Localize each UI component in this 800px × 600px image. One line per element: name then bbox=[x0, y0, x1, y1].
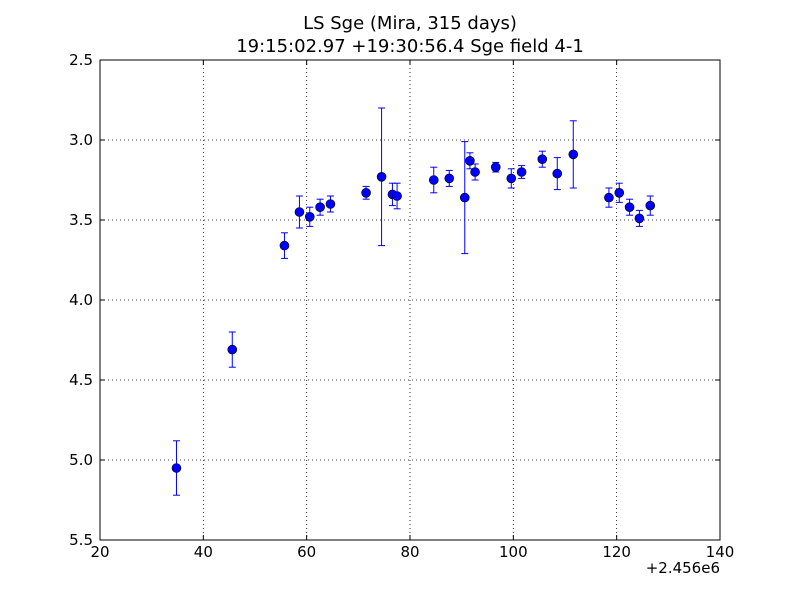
data-point-marker bbox=[459, 192, 470, 203]
data-point-marker bbox=[604, 192, 614, 203]
data-point-marker bbox=[361, 188, 371, 198]
x-tick-label: 60 bbox=[297, 543, 316, 561]
data-point-marker bbox=[506, 173, 517, 184]
y-tick-labels: 2.5 3.0 3.5 4.0 4.5 5.0 5.5 bbox=[69, 51, 93, 549]
data-point-marker bbox=[516, 167, 527, 177]
x-tick-label: 20 bbox=[90, 543, 109, 561]
y-tick-label: 4.5 bbox=[69, 371, 93, 389]
data-point-marker bbox=[392, 191, 402, 201]
data-point-marker bbox=[279, 240, 290, 251]
data-point-marker bbox=[634, 213, 645, 224]
y-tick-label: 3.0 bbox=[69, 131, 93, 149]
data-point-marker bbox=[444, 173, 455, 184]
data-point-marker bbox=[465, 156, 475, 166]
data-point-marker bbox=[376, 172, 387, 182]
error-bars bbox=[172, 107, 654, 496]
x-tick-label: 120 bbox=[602, 543, 631, 561]
chart-title-line-1: LS Sge (Mira, 315 days) bbox=[303, 13, 517, 34]
plot-frame bbox=[99, 59, 721, 541]
data-point-marker bbox=[304, 212, 315, 222]
x-tick-label: 80 bbox=[400, 543, 419, 561]
data-point-marker bbox=[537, 154, 548, 164]
x-offset-label: +2.456e6 bbox=[646, 559, 720, 577]
data-point-marker bbox=[552, 168, 563, 179]
data-point-marker bbox=[325, 199, 336, 209]
data-point-marker bbox=[294, 207, 305, 217]
chart-title-line-2: 19:15:02.97 +19:30:56.4 Sge field 4-1 bbox=[236, 36, 584, 57]
data-point-marker bbox=[645, 200, 656, 211]
data-point-marker bbox=[624, 202, 635, 212]
data-points bbox=[171, 149, 656, 473]
data-point-marker bbox=[428, 175, 439, 185]
data-point-marker bbox=[315, 202, 325, 212]
data-point-marker bbox=[171, 463, 182, 473]
y-tick-label: 5.5 bbox=[69, 531, 93, 549]
grid-lines bbox=[100, 60, 720, 540]
x-tick-labels: 20 40 60 80 100 120 140 bbox=[90, 543, 734, 561]
data-point-marker bbox=[470, 167, 480, 177]
data-point-marker bbox=[227, 344, 238, 355]
data-point-marker bbox=[614, 188, 625, 198]
data-point-marker bbox=[568, 149, 579, 160]
x-tick-label: 100 bbox=[499, 543, 528, 561]
y-tick-label: 3.5 bbox=[69, 211, 93, 229]
y-tick-label: 2.5 bbox=[69, 51, 93, 69]
data-point-marker bbox=[490, 162, 501, 172]
y-tick-label: 4.0 bbox=[69, 291, 93, 309]
y-tick-label: 5.0 bbox=[69, 451, 93, 469]
x-tick-label: 140 bbox=[706, 543, 735, 561]
x-tick-label: 40 bbox=[194, 543, 213, 561]
